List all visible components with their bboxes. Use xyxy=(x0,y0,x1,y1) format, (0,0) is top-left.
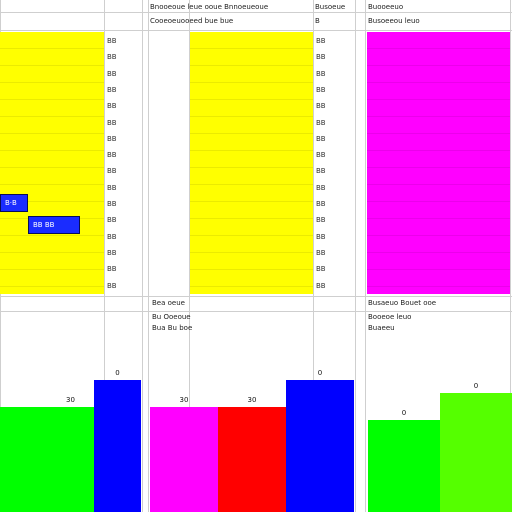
row-guides xyxy=(367,32,510,294)
section-title-right-3: Buaeeu xyxy=(368,324,395,332)
chart-bar[interactable] xyxy=(94,380,141,512)
grid-line xyxy=(0,296,512,297)
bar-data-label: 30 xyxy=(247,396,257,404)
row-label: BB xyxy=(107,37,117,45)
row-label: BB xyxy=(107,167,117,176)
bar-data-label: 30 xyxy=(179,396,189,404)
row-label: BB xyxy=(316,134,326,143)
bar-data-label: 0 xyxy=(317,369,323,377)
bar-data-label: 0 xyxy=(473,382,479,390)
bar-chart-left[interactable]: 30 0 xyxy=(0,340,142,512)
row-label: BB xyxy=(316,69,326,78)
row-label: BB xyxy=(316,216,326,225)
row-label: BB xyxy=(107,183,117,192)
row-guides xyxy=(0,32,104,294)
section-title-right-1: Busaeuo Bouet ooe xyxy=(368,299,437,307)
grid-line xyxy=(0,30,512,31)
row-label: BB xyxy=(107,134,117,143)
row-label: BB xyxy=(107,200,117,208)
column-subheader-b: Cooeoeuooeed bue bue xyxy=(150,17,234,25)
row-label: BB xyxy=(316,265,326,274)
row-label: BB xyxy=(316,102,326,111)
grid-line xyxy=(104,0,105,512)
bar-chart-mid[interactable]: 30 30 0 xyxy=(150,340,356,512)
row-label: BB xyxy=(107,102,117,111)
grid-line xyxy=(355,0,356,512)
chart-bar[interactable] xyxy=(286,380,354,512)
chart-bar[interactable] xyxy=(440,393,512,512)
cell-comment-b[interactable]: BB BB xyxy=(28,216,80,234)
chart-bar[interactable] xyxy=(47,407,94,512)
row-guides xyxy=(190,32,313,294)
grid-line xyxy=(142,0,143,512)
chart-bar[interactable] xyxy=(368,420,440,512)
row-label: BB xyxy=(316,248,326,257)
row-label: BB xyxy=(107,69,117,78)
column-subheader-c: B xyxy=(315,17,320,25)
magenta-fill-right[interactable] xyxy=(367,32,510,294)
row-label: BB xyxy=(316,232,326,241)
row-label: BB xyxy=(107,53,117,62)
column-header-b[interactable]: Bnooeoue leue ooue Bnnoeueoue xyxy=(150,3,269,11)
row-label: BB xyxy=(316,53,326,62)
row-label: BB xyxy=(316,281,326,290)
chart-bar[interactable] xyxy=(0,407,47,512)
row-label: BB xyxy=(316,85,326,94)
yellow-fill-mid[interactable] xyxy=(190,32,313,294)
cell-comment-a[interactable]: B·B xyxy=(0,194,28,212)
grid-line xyxy=(189,0,190,512)
section-title-mid-1: Bea oeue xyxy=(152,299,185,307)
bar-data-label: 0 xyxy=(401,409,407,417)
row-label: BB xyxy=(316,200,326,208)
row-label: BB xyxy=(316,37,326,45)
section-title-right-2: Booeoe leuo xyxy=(368,313,412,321)
grid-line xyxy=(0,311,512,312)
row-label: BB xyxy=(107,281,117,290)
row-label: BB xyxy=(107,232,117,241)
row-label: BB xyxy=(107,118,117,127)
row-label: BB xyxy=(107,85,117,94)
row-label: BB xyxy=(107,265,117,274)
column-header-d[interactable]: Buooeeuo xyxy=(368,3,404,11)
column-subheader-d: Busoeeou leuo xyxy=(368,17,420,25)
bar-data-label: 0 xyxy=(115,369,120,377)
row-label: BB xyxy=(316,151,326,160)
grid-line xyxy=(148,0,149,512)
yellow-fill-left[interactable] xyxy=(0,32,104,294)
grid-line xyxy=(313,0,314,512)
row-label: BB xyxy=(316,118,326,127)
row-label: BB xyxy=(107,151,117,160)
chart-bar[interactable] xyxy=(218,407,286,512)
section-title-mid-3: Bua Bu boe xyxy=(152,324,193,332)
row-label: BB xyxy=(107,248,117,257)
row-label: BB xyxy=(316,167,326,176)
grid-line xyxy=(0,12,512,13)
section-title-mid-2: Bu Ooeoue xyxy=(152,313,191,321)
grid-line xyxy=(365,0,366,512)
row-label: BB xyxy=(316,183,326,192)
column-header-c[interactable]: Busoeue xyxy=(315,3,346,11)
bar-data-label: 30 xyxy=(66,396,75,404)
row-label: BB xyxy=(107,216,117,225)
chart-bar[interactable] xyxy=(150,407,218,512)
grid-line xyxy=(510,0,511,512)
